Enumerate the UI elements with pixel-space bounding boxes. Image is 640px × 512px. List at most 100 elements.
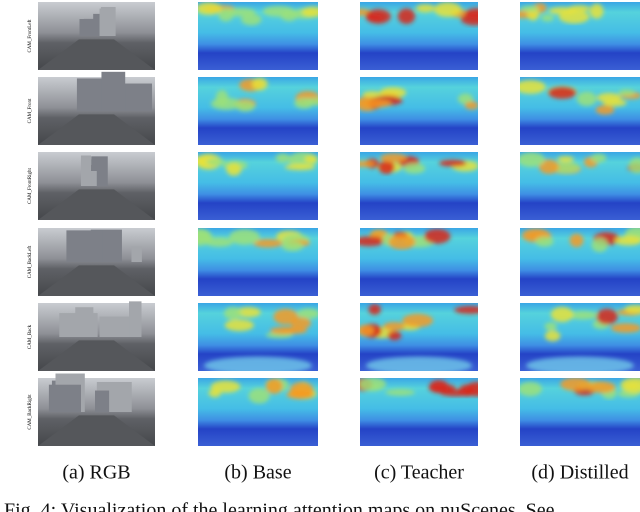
column-caption: (d) Distilled (531, 462, 628, 484)
heat-blob (236, 101, 255, 112)
heat-blobs (210, 77, 318, 112)
heat-blob (198, 229, 213, 246)
heat-blob (589, 3, 604, 19)
building (101, 71, 126, 111)
heat-blob (388, 234, 416, 250)
heat-blob (368, 304, 381, 315)
heat-blob (397, 8, 416, 25)
building (95, 390, 110, 412)
heat-blob (360, 160, 375, 168)
heat-blob (224, 319, 254, 332)
heat-blob (548, 86, 577, 99)
heatmap (520, 2, 640, 70)
heat-blobs (360, 87, 478, 112)
heat-blob (415, 4, 436, 13)
heat-blobs (520, 80, 640, 115)
heatmap-bg (360, 77, 478, 145)
heatmap (520, 378, 640, 446)
heat-blob (560, 378, 591, 392)
heat-blobs (360, 228, 451, 250)
row-label: CAM_Back (28, 324, 33, 349)
heat-blob (281, 240, 304, 252)
row-label: CAM_FrontLeft (28, 19, 33, 53)
heat-blob (251, 77, 268, 91)
row-label: CAM_BackRight (28, 394, 33, 430)
heat-blob (591, 238, 608, 253)
heat-blob (365, 9, 391, 24)
heat-blob (253, 239, 283, 248)
heat-blob (567, 311, 598, 320)
heat-blob (208, 388, 221, 398)
heat-blob (379, 87, 407, 99)
heatmap (360, 378, 478, 446)
heat-blobs (360, 2, 478, 26)
figure-caption: Fig. 4: Visualization of the learning at… (4, 500, 555, 512)
heat-blob (385, 389, 416, 396)
heat-blob (520, 152, 545, 167)
heat-blob (304, 155, 318, 163)
road (38, 340, 155, 371)
heat-blob (378, 160, 395, 175)
heat-blob (297, 308, 318, 319)
heat-blob (520, 381, 542, 397)
heat-blob (424, 228, 451, 244)
heatmap (198, 2, 318, 70)
heat-blob (610, 323, 640, 333)
building (129, 301, 142, 337)
row-label: CAM_Front (28, 98, 33, 123)
heat-blobs (522, 228, 640, 253)
heat-blob (629, 157, 640, 174)
heat-blob (464, 101, 478, 110)
heat-blob (226, 162, 242, 176)
heat-blob (362, 91, 383, 98)
heat-blob (439, 389, 472, 397)
heat-blobs (198, 152, 318, 176)
heatmap (360, 152, 478, 220)
building (80, 155, 92, 186)
heat-blob (597, 92, 622, 103)
heat-blob (206, 158, 225, 166)
heat-blob (439, 159, 467, 167)
heat-blobs (198, 2, 318, 26)
heat-blob (520, 80, 546, 94)
heat-blob (380, 153, 407, 163)
heat-blobs (204, 307, 318, 371)
hood (204, 356, 312, 371)
road (38, 114, 155, 145)
heatmap (198, 77, 318, 145)
heat-blob (550, 306, 574, 323)
heat-blob (520, 5, 539, 12)
road (38, 39, 155, 70)
rgb-image (38, 71, 155, 145)
heat-blob (541, 14, 554, 22)
heat-blob (465, 8, 478, 19)
heat-blob (552, 161, 580, 174)
building (66, 230, 103, 262)
building (99, 316, 136, 337)
heat-blob (434, 2, 462, 17)
heat-blob (595, 105, 615, 115)
column-caption: (a) RGB (62, 462, 130, 484)
row-label: CAM_FrontRight (28, 167, 33, 203)
heat-blob (624, 304, 640, 314)
heatmap (360, 77, 478, 145)
rgb-image (38, 2, 155, 70)
road (38, 415, 155, 446)
heat-blob (596, 308, 618, 325)
heat-blob (614, 235, 640, 246)
rgb-image (38, 373, 155, 446)
heat-blob (558, 10, 590, 24)
heat-blob (360, 98, 392, 108)
row-label: CAM_BackLeft (28, 245, 33, 278)
building (100, 6, 116, 36)
heat-blob (304, 97, 318, 106)
column-caption: (b) Base (224, 462, 291, 484)
heatmap (198, 378, 318, 446)
column-caption: (c) Teacher (374, 462, 464, 484)
heatmap (360, 303, 478, 371)
heatmap (198, 152, 318, 220)
building (131, 246, 142, 262)
heat-blob (387, 331, 402, 341)
building (122, 83, 153, 111)
rgb-image (38, 152, 155, 220)
